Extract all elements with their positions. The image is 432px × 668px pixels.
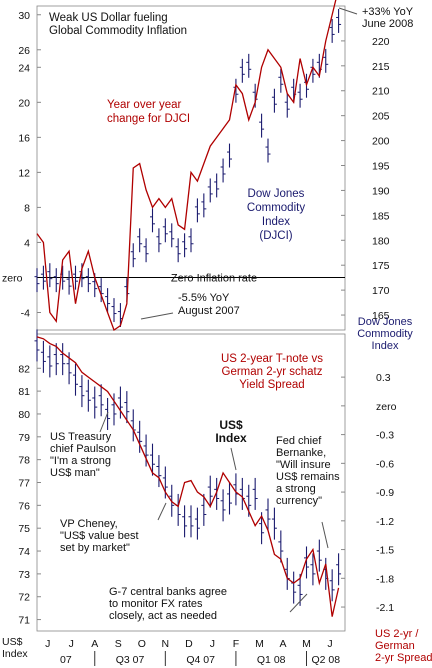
djci-series-label: Dow Jones Commodity Index (DJCI) <box>247 188 305 242</box>
top-right-tick-label: 175 <box>372 260 390 272</box>
x-quarter-label: Q3 07 <box>116 654 145 666</box>
bottom-right-tick-label: zero <box>376 401 397 413</box>
top-right-tick-label: 220 <box>372 36 390 48</box>
arrow-g7 <box>289 593 308 613</box>
bottom-left-tick-label: 81 <box>18 386 30 398</box>
annotation-g7: G-7 central banks agree to monitor FX rat… <box>109 586 227 622</box>
top-panel-frame <box>36 5 346 331</box>
top-right-tick-label: 180 <box>372 235 390 247</box>
bottom-left-tick-label: 79 <box>18 432 30 444</box>
bottom-left-tick-label: 82 <box>18 363 30 375</box>
x-month-label: O <box>138 638 146 650</box>
bottom-left-tick-label: 71 <box>18 615 30 627</box>
arrow-cheney <box>157 502 167 521</box>
arrow-jun-2008 <box>338 7 358 15</box>
x-month-label: A <box>279 638 286 650</box>
top-right-tick-label: 185 <box>372 210 390 222</box>
top-right-tick-label: 195 <box>372 161 390 173</box>
top-right-tick-label: 165 <box>372 310 390 322</box>
top-left-tick-label: -4 <box>21 307 30 319</box>
x-quarter-label: Q2 08 <box>311 654 340 666</box>
bottom-left-tick-label: 78 <box>18 455 30 467</box>
x-month-label: J <box>210 638 215 650</box>
top-left-tick-label: 20 <box>18 97 30 109</box>
top-left-tick-label: 30 <box>18 10 30 22</box>
x-month-label: J <box>45 638 50 650</box>
bottom-right-tick-label: -1.5 <box>376 545 394 557</box>
x-axis-title: US$ Index <box>2 636 28 660</box>
top-right-tick-label: 200 <box>372 136 390 148</box>
annotation-paulson: US Treasury chief Paulson "I'm a strong US$… <box>50 431 116 479</box>
x-quarter-label: Q1 08 <box>257 654 286 666</box>
x-month-label: J <box>327 638 332 650</box>
x-month-label: A <box>91 638 98 650</box>
x-month-label: D <box>185 638 193 650</box>
x-month-label: J <box>69 638 74 650</box>
yoy-line <box>36 0 337 332</box>
x-month-label: F <box>233 638 239 650</box>
arrow-paulson <box>99 411 109 433</box>
yield-spread-line <box>36 336 340 617</box>
bottom-right-tick-label: -0.6 <box>376 458 394 470</box>
zero-inflation-label: Zero Inflation rate <box>171 272 257 284</box>
bottom-left-tick-label: 80 <box>18 409 30 421</box>
bottom-left-tick-label: 74 <box>18 546 30 558</box>
x-month-label: N <box>162 638 170 650</box>
x-quarter-label: Q4 07 <box>186 654 215 666</box>
top-left-tick-label: 26 <box>18 45 30 57</box>
top-left-tick-label: 4 <box>24 237 30 249</box>
annotation-aug-2007: -5.5% YoY August 2007 <box>178 292 240 317</box>
usd-index-series-label: US$ Index <box>215 418 247 445</box>
right-axis-title-spread: US 2-yr / German 2-yr Spread <box>375 628 432 664</box>
top-right-tick-label: 215 <box>372 61 390 73</box>
top-left-tick-label: 12 <box>18 167 30 179</box>
arrow-bernanke <box>321 521 329 549</box>
top-right-tick-label: 190 <box>372 185 390 197</box>
top-right-tick-label: 205 <box>372 111 390 123</box>
arrow-aug-2007 <box>140 312 174 320</box>
yoy-series-label: Year over year change for DJCI <box>107 99 190 125</box>
top-right-tick-label: 170 <box>372 285 390 297</box>
top-left-tick-label: zero <box>2 272 23 284</box>
bottom-right-tick-label: 0.3 <box>376 372 391 384</box>
x-month-label: M <box>302 638 311 650</box>
x-month-label: S <box>115 638 122 650</box>
top-left-tick-label: 24 <box>18 62 30 74</box>
annotation-bernanke: Fed chief Bernanke, "Will insure US$ remain… <box>276 435 340 507</box>
bottom-left-tick-label: 75 <box>18 523 30 535</box>
bottom-left-tick-label: 72 <box>18 592 30 604</box>
annotation-cheney: VP Cheney, "US$ value best set by market" <box>60 518 139 554</box>
bottom-right-tick-label: -0.3 <box>376 430 394 442</box>
yield-spread-series-label: US 2-year T-note vs German 2-yr schatz Yie… <box>221 353 323 391</box>
top-left-tick-label: 16 <box>18 132 30 144</box>
x-quarter-label: 07 <box>60 654 72 666</box>
arrow-usd-index <box>230 447 237 471</box>
bottom-left-tick-label: 76 <box>18 500 30 512</box>
bottom-left-tick-label: 77 <box>18 478 30 490</box>
bottom-right-tick-label: -0.9 <box>376 487 394 499</box>
bottom-left-tick-label: 73 <box>18 569 30 581</box>
top-chart-title: Weak US Dollar fueling Global Commodity I… <box>49 12 187 37</box>
bottom-right-tick-label: -2.1 <box>376 602 394 614</box>
top-left-tick-label: 8 <box>24 202 30 214</box>
x-month-label: M <box>255 638 264 650</box>
top-right-tick-label: 210 <box>372 86 390 98</box>
bottom-right-tick-label: -1.2 <box>376 516 394 528</box>
annotation-jun-2008: +33% YoY June 2008 <box>362 6 414 30</box>
bottom-right-tick-label: -1.8 <box>376 573 394 585</box>
right-axis-title-djci: Dow Jones Commodity Index <box>357 316 413 352</box>
